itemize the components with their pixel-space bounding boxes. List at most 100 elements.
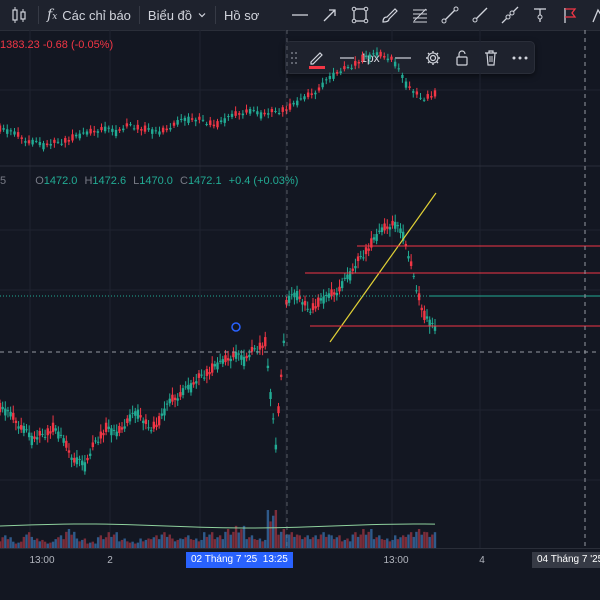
- top-toolbar: fx Các chỉ báo Biểu đồ Hồ sơ: [0, 0, 600, 31]
- candle-body: [367, 248, 370, 251]
- volume-bar: [197, 541, 201, 548]
- candle-body: [96, 441, 100, 443]
- candle-body: [155, 424, 158, 427]
- flag-icon: [564, 8, 577, 23]
- trendline-icon: [441, 6, 459, 24]
- line-color-button[interactable]: [301, 42, 332, 73]
- candle-body: [359, 256, 362, 258]
- flag-tool[interactable]: [555, 0, 585, 30]
- path-icon: [592, 8, 600, 23]
- volume-bar: [94, 543, 97, 548]
- candle-body: [401, 74, 404, 78]
- end-date-tag: 04 Tháng 7 '25: [532, 552, 600, 568]
- volume-bar: [325, 536, 328, 548]
- candle-body: [103, 126, 107, 132]
- separator: [215, 6, 217, 24]
- volume-bar: [118, 541, 121, 548]
- settings-button[interactable]: [419, 42, 448, 73]
- candle-body: [142, 420, 145, 424]
- chart-canvas[interactable]: [0, 30, 600, 548]
- trendline-tool[interactable]: [435, 0, 465, 30]
- volume-bar: [9, 537, 12, 548]
- candle-body: [299, 98, 303, 100]
- candle-body: [288, 103, 292, 110]
- candle-body: [364, 247, 368, 255]
- candle-body: [112, 429, 116, 431]
- line-style-button[interactable]: [388, 42, 419, 73]
- candle-body: [165, 128, 168, 131]
- candle-body: [386, 58, 390, 61]
- candle-body: [73, 457, 76, 463]
- cursor-date-tag: 02 Tháng 7 '25 13:25: [186, 552, 293, 568]
- candle-body: [187, 384, 190, 390]
- volume-bar: [67, 529, 71, 548]
- candle-body: [420, 307, 423, 311]
- volume-bar: [33, 539, 36, 548]
- lock-button[interactable]: [448, 42, 477, 73]
- candle-body: [27, 432, 31, 438]
- horizontal-line-tool[interactable]: [285, 0, 315, 30]
- brush-tool[interactable]: [375, 0, 405, 30]
- volume-bar: [54, 539, 57, 548]
- candle-body: [30, 435, 34, 446]
- candle-body: [310, 93, 313, 95]
- candle-body: [306, 308, 309, 310]
- volume-bar: [237, 532, 240, 548]
- templates-button[interactable]: Hồ sơ: [216, 0, 267, 30]
- candle-body: [430, 96, 433, 98]
- volume-bar: [144, 539, 148, 548]
- candle-body: [131, 412, 134, 414]
- volume-bar: [327, 534, 331, 548]
- candle-body: [132, 128, 136, 130]
- extended-line-tool[interactable]: [495, 0, 525, 30]
- candle-body: [60, 143, 63, 145]
- volume-bar: [142, 541, 145, 548]
- volume-bar: [83, 538, 87, 548]
- rectangle-tool[interactable]: [345, 0, 375, 30]
- chart-menu-button[interactable]: Biểu đồ: [140, 0, 215, 30]
- volume-bar: [65, 531, 68, 548]
- candle-body: [35, 140, 38, 142]
- candle-body: [129, 124, 132, 126]
- arrow-icon: [323, 9, 336, 22]
- more-button[interactable]: [505, 42, 534, 73]
- fib-retracement-icon: [413, 8, 427, 23]
- volume-bar: [338, 535, 341, 548]
- volume-bar: [433, 532, 437, 548]
- candle-body: [120, 427, 124, 430]
- cursor-time: 13:25: [262, 554, 288, 565]
- volume-bar: [192, 539, 195, 548]
- candle-body: [293, 292, 296, 298]
- path-tool[interactable]: [585, 0, 600, 30]
- volume-bar: [356, 536, 360, 548]
- indicators-button[interactable]: fx Các chỉ báo: [39, 0, 139, 30]
- candle-body: [216, 362, 219, 370]
- candle-body: [45, 143, 49, 146]
- volume-bar: [264, 539, 267, 548]
- volume-bar: [407, 534, 410, 548]
- candle-body: [263, 112, 266, 115]
- candle-body: [78, 458, 81, 460]
- drawings: [0, 192, 600, 343]
- arrow-tool[interactable]: [315, 0, 345, 30]
- delete-button[interactable]: [476, 42, 505, 73]
- candle-body: [147, 427, 150, 429]
- vertical-line-tool[interactable]: [525, 0, 555, 30]
- fib-tool[interactable]: [405, 0, 435, 30]
- drag-handle[interactable]: [286, 42, 301, 73]
- bar-style-button[interactable]: [0, 0, 38, 30]
- candle-body: [301, 302, 304, 305]
- volume-bar: [277, 534, 280, 548]
- volume-bar: [232, 531, 235, 548]
- volume-bar: [187, 535, 190, 548]
- candle-body: [33, 436, 36, 439]
- volume-bar: [290, 532, 293, 548]
- ray-tool[interactable]: [465, 0, 495, 30]
- candle-body: [99, 431, 102, 439]
- volume-bar: [250, 535, 254, 548]
- cursor-marker: [231, 322, 241, 332]
- volume-bar: [272, 515, 275, 548]
- volume-bar: [184, 537, 187, 548]
- volume-bar: [362, 529, 365, 548]
- time-axis[interactable]: 13:00 2 02 Tháng 7 '25 13:25 13:00 4 04 …: [0, 548, 600, 571]
